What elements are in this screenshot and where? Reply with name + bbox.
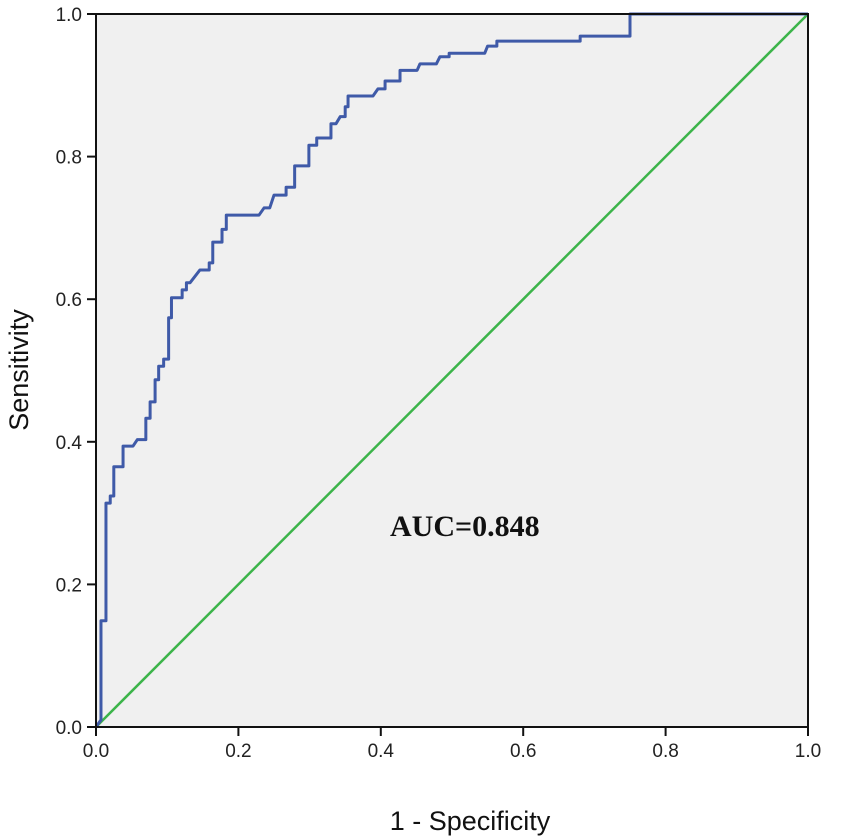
y-axis-label: Sensitivity: [4, 309, 34, 431]
x-tick-label: 1.0: [795, 741, 821, 762]
auc-annotation: AUC=0.848: [390, 510, 540, 543]
y-tick-label: 0.8: [56, 148, 82, 169]
roc-curve: [94, 12, 808, 728]
reference-line: [95, 13, 809, 728]
x-tick-label: 0.8: [652, 741, 678, 762]
plot-frame: [95, 13, 809, 728]
y-tick-label: 0.6: [56, 290, 82, 311]
y-tick-label: 0.4: [56, 433, 83, 454]
x-axis-label: 1 - Specificity: [390, 806, 551, 836]
x-tick-label: 0.0: [83, 741, 109, 762]
y-tick-label: 1.0: [56, 5, 82, 26]
x-tick-label: 0.6: [510, 741, 536, 762]
y-tick-label: 0.0: [56, 718, 82, 739]
x-tick-label: 0.4: [368, 741, 395, 762]
y-tick-label: 0.2: [56, 575, 82, 596]
x-tick-label: 0.2: [225, 741, 251, 762]
